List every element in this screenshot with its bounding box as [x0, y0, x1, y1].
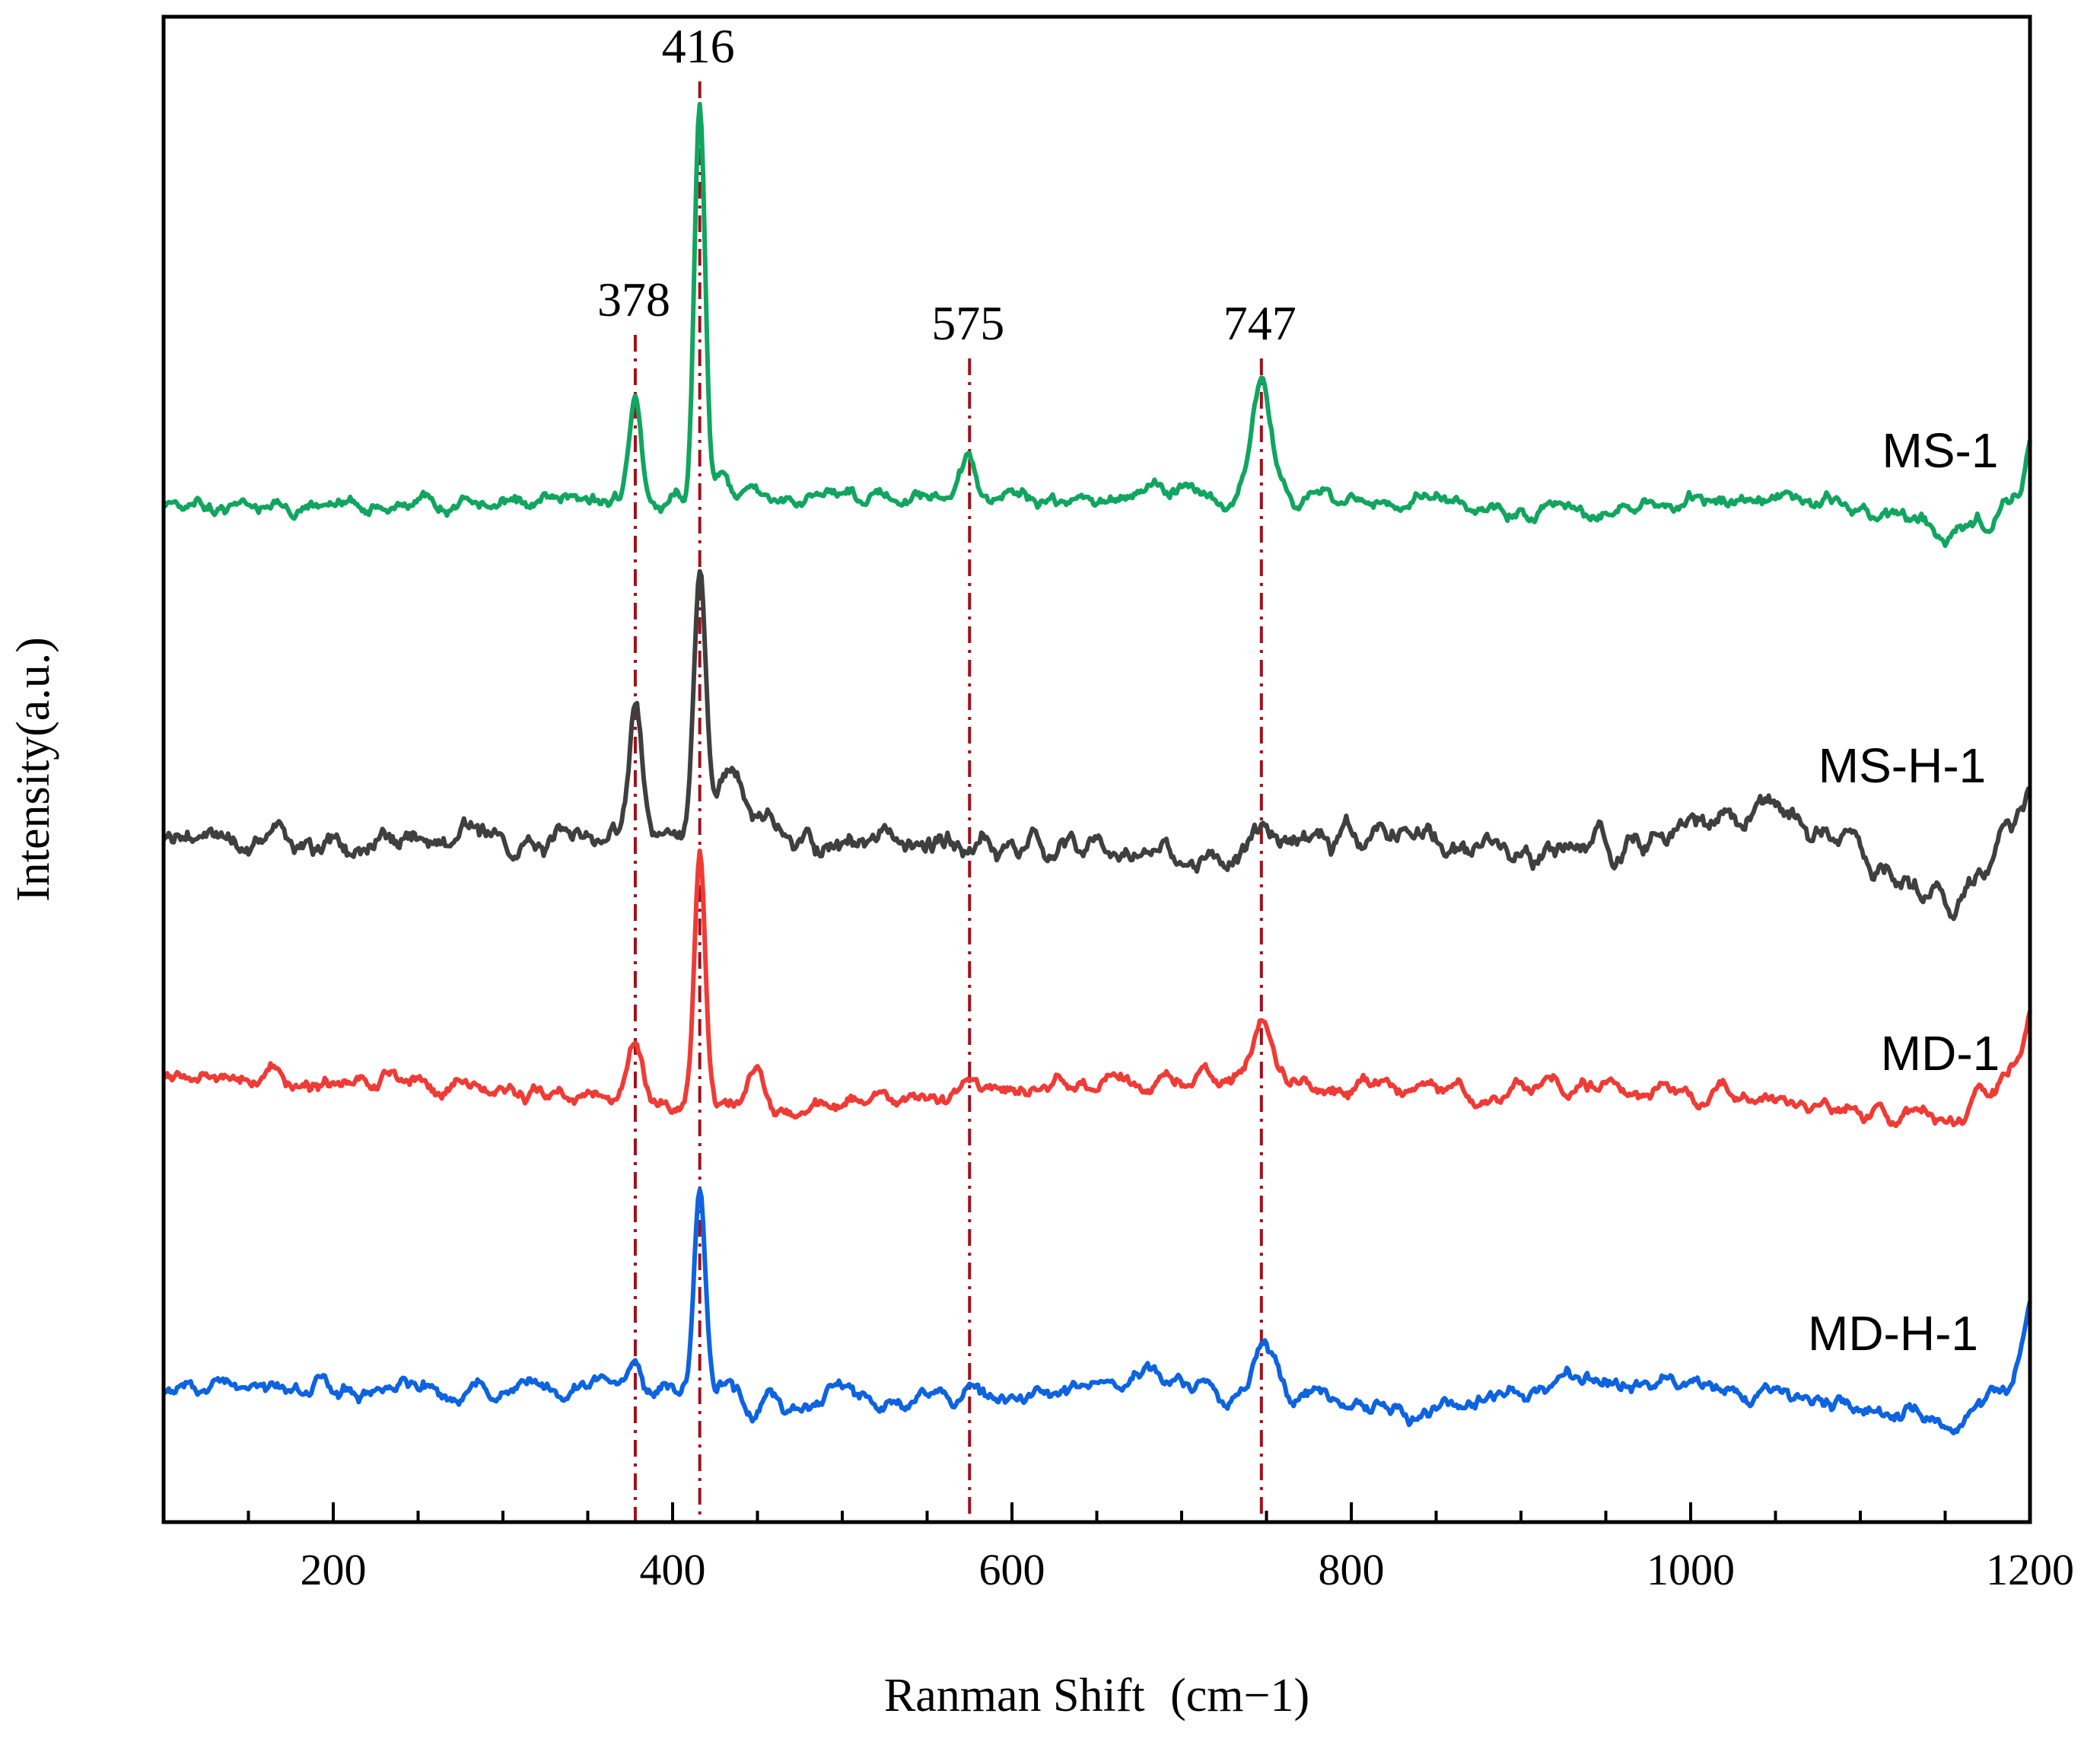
series-line-md-1	[161, 848, 2032, 1129]
plot-frame	[161, 14, 2032, 1524]
x-tick-label: 1200	[1986, 1545, 2074, 1594]
series-line-ms-h-1	[161, 569, 2032, 922]
x-axis-title: Ranman Shift (cm−1)	[884, 1670, 1309, 1721]
peak-label-416: 416	[662, 19, 735, 73]
x-tick-label: 200	[301, 1545, 367, 1594]
reference-lines	[633, 81, 1263, 1522]
x-axis-title-text: Ranman Shift	[884, 1670, 1145, 1721]
x-tick-label: 400	[640, 1545, 706, 1594]
peak-label-378: 378	[597, 272, 670, 326]
peak-label-575: 575	[931, 296, 1004, 350]
series-line-ms-1	[161, 101, 2032, 549]
series-label-md-1: MD-1	[1881, 1026, 2000, 1081]
series-label-ms-1: MS-1	[1882, 423, 1999, 478]
peak-label-747: 747	[1223, 296, 1297, 350]
x-tick-label: 800	[1319, 1545, 1385, 1594]
spectrum-curves	[161, 101, 2032, 1436]
x-tick-label: 1000	[1647, 1545, 1735, 1594]
x-axis-ticks: 200 400 600 800 1000 1200	[247, 1502, 2074, 1594]
x-tick-label: 600	[979, 1545, 1045, 1594]
y-axis-title: Intensity(a.u.)	[8, 637, 59, 902]
series-label-md-h-1: MD-H-1	[1808, 1306, 1978, 1361]
series-line-md-h-1	[161, 1187, 2032, 1436]
x-axis-title-unit: (cm−1)	[1170, 1670, 1309, 1721]
annotation-labels: 378 416 575 747 MS-1 MS-H-1 MD-1 MD-H-1	[597, 19, 2000, 1361]
series-label-ms-h-1: MS-H-1	[1818, 738, 1986, 793]
